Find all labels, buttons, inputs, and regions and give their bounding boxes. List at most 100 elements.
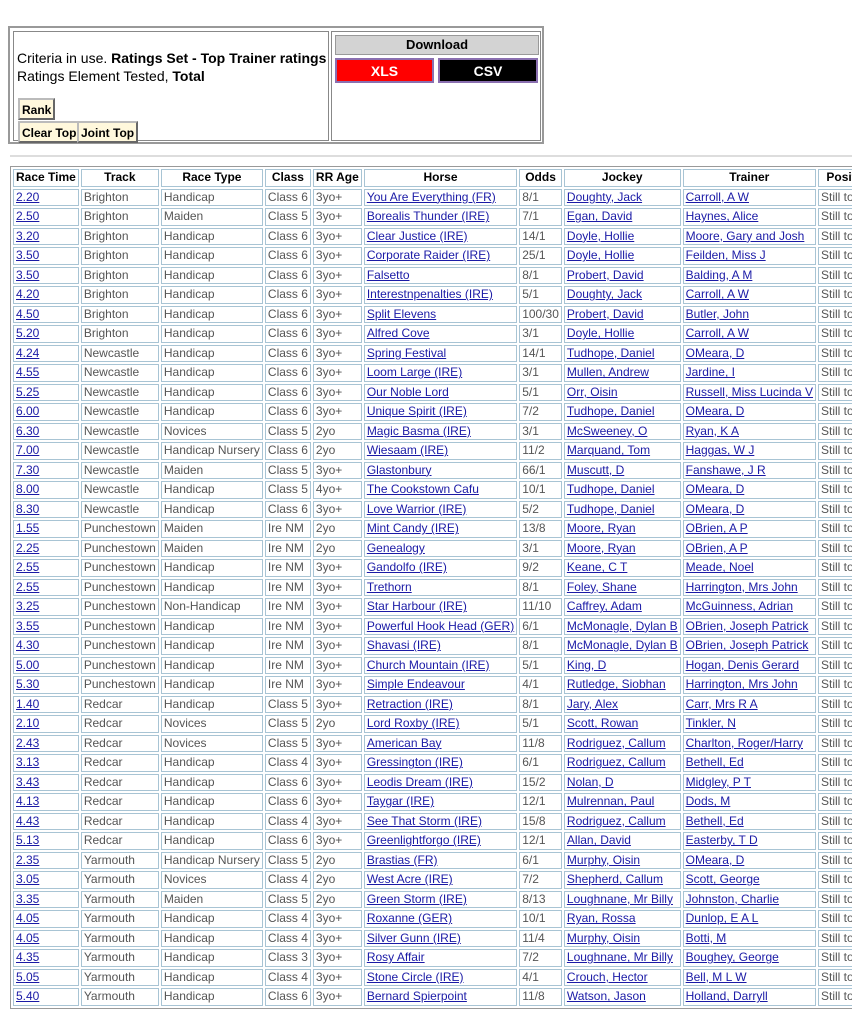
race-time-link[interactable]: 2.50 [16, 209, 40, 224]
horse-link[interactable]: Green Storm (IRE) [366, 891, 467, 906]
jockey-link[interactable]: Moore, Ryan [566, 540, 636, 555]
horse-link[interactable]: Rosy Affair [366, 950, 425, 965]
jockey-link[interactable]: Foley, Shane [566, 579, 637, 594]
trainer-link[interactable]: Charlton, Roger/Harry [685, 735, 803, 750]
horse-link[interactable]: See That Storm (IRE) [366, 813, 482, 828]
jockey-link[interactable]: Jary, Alex [566, 696, 619, 711]
horse-link[interactable]: You Are Everything (FR) [366, 189, 496, 204]
race-time-link[interactable]: 5.00 [16, 657, 40, 672]
horse-link[interactable]: American Bay [366, 735, 442, 750]
race-time-link[interactable]: 4.43 [16, 813, 40, 828]
rank-button[interactable]: Rank [18, 98, 56, 120]
jockey-link[interactable]: Egan, David [566, 209, 633, 224]
jockey-link[interactable]: Scott, Rowan [566, 716, 639, 731]
jockey-link[interactable]: Muscutt, D [566, 462, 625, 477]
horse-link[interactable]: Leodis Dream (IRE) [366, 774, 473, 789]
trainer-link[interactable]: Midgley, P T [685, 774, 751, 789]
race-time-link[interactable]: 3.35 [16, 891, 40, 906]
race-time-link[interactable]: 7.30 [16, 462, 40, 477]
trainer-link[interactable]: OMeara, D [685, 501, 745, 516]
jockey-link[interactable]: Mullen, Andrew [566, 365, 649, 380]
jockey-link[interactable]: Doyle, Hollie [566, 228, 635, 243]
trainer-link[interactable]: OBrien, A P [685, 540, 748, 555]
trainer-link[interactable]: Ryan, K A [685, 423, 739, 438]
jockey-link[interactable]: Probert, David [566, 267, 644, 282]
horse-link[interactable]: Wiesaam (IRE) [366, 443, 449, 458]
jockey-link[interactable]: Orr, Oisin [566, 384, 618, 399]
trainer-link[interactable]: Bell, M L W [685, 969, 747, 984]
race-time-link[interactable]: 5.05 [16, 969, 40, 984]
race-time-link[interactable]: 2.25 [16, 540, 40, 555]
horse-link[interactable]: Genealogy [366, 540, 425, 555]
race-time-link[interactable]: 3.20 [16, 228, 40, 243]
trainer-link[interactable]: Bethell, Ed [685, 755, 744, 770]
race-time-link[interactable]: 3.13 [16, 755, 40, 770]
horse-link[interactable]: Gressington (IRE) [366, 755, 463, 770]
horse-link[interactable]: Taygar (IRE) [366, 794, 435, 809]
trainer-link[interactable]: Boughey, George [685, 950, 779, 965]
jockey-link[interactable]: Marquand, Tom [566, 443, 651, 458]
trainer-link[interactable]: Holland, Darryll [685, 989, 768, 1004]
jockey-link[interactable]: Doughty, Jack [566, 287, 643, 302]
jockey-link[interactable]: Rodriguez, Callum [566, 813, 666, 828]
race-time-link[interactable]: 3.05 [16, 872, 40, 887]
jockey-link[interactable]: Crouch, Hector [566, 969, 648, 984]
jockey-link[interactable]: Murphy, Oisin [566, 852, 641, 867]
horse-link[interactable]: Mint Candy (IRE) [366, 521, 459, 536]
horse-link[interactable]: Brastias (FR) [366, 852, 438, 867]
clear-top-button[interactable]: Clear Top [18, 121, 81, 143]
trainer-link[interactable]: Bethell, Ed [685, 813, 744, 828]
horse-link[interactable]: Greenlightforgo (IRE) [366, 833, 481, 848]
trainer-link[interactable]: Dunlop, E A L [685, 911, 759, 926]
trainer-link[interactable]: Moore, Gary and Josh [685, 228, 805, 243]
horse-link[interactable]: The Cookstown Cafu [366, 482, 479, 497]
race-time-link[interactable]: 3.55 [16, 618, 40, 633]
horse-link[interactable]: West Acre (IRE) [366, 872, 453, 887]
trainer-link[interactable]: Jardine, I [685, 365, 735, 380]
horse-link[interactable]: Lord Roxby (IRE) [366, 716, 460, 731]
trainer-link[interactable]: Dods, M [685, 794, 731, 809]
horse-link[interactable]: Love Warrior (IRE) [366, 501, 467, 516]
race-time-link[interactable]: 1.40 [16, 696, 40, 711]
race-time-link[interactable]: 3.50 [16, 248, 40, 263]
race-time-link[interactable]: 2.55 [16, 560, 40, 575]
jockey-link[interactable]: Mulrennan, Paul [566, 794, 655, 809]
trainer-link[interactable]: Harrington, Mrs John [685, 677, 798, 692]
trainer-link[interactable]: Carroll, A W [685, 287, 749, 302]
race-time-link[interactable]: 3.25 [16, 599, 40, 614]
horse-link[interactable]: Alfred Cove [366, 326, 430, 341]
race-time-link[interactable]: 8.00 [16, 482, 40, 497]
jockey-link[interactable]: McSweeney, O [566, 423, 648, 438]
race-time-link[interactable]: 5.30 [16, 677, 40, 692]
jockey-link[interactable]: Tudhope, Daniel [566, 501, 655, 516]
jockey-link[interactable]: Keane, C T [566, 560, 628, 575]
horse-link[interactable]: Powerful Hook Head (GER) [366, 618, 515, 633]
race-time-link[interactable]: 4.50 [16, 306, 40, 321]
horse-link[interactable]: Falsetto [366, 267, 410, 282]
race-time-link[interactable]: 4.05 [16, 911, 40, 926]
joint-top-button[interactable]: Joint Top [77, 121, 139, 143]
race-time-link[interactable]: 5.25 [16, 384, 40, 399]
trainer-link[interactable]: Harrington, Mrs John [685, 579, 798, 594]
trainer-link[interactable]: OMeara, D [685, 482, 745, 497]
trainer-link[interactable]: OBrien, A P [685, 521, 748, 536]
horse-link[interactable]: Silver Gunn (IRE) [366, 930, 461, 945]
race-time-link[interactable]: 2.43 [16, 735, 40, 750]
horse-link[interactable]: Magic Basma (IRE) [366, 423, 471, 438]
race-time-link[interactable]: 8.30 [16, 501, 40, 516]
trainer-link[interactable]: Johnston, Charlie [685, 891, 780, 906]
horse-link[interactable]: Loom Large (IRE) [366, 365, 463, 380]
horse-link[interactable]: Stone Circle (IRE) [366, 969, 464, 984]
race-time-link[interactable]: 2.55 [16, 579, 40, 594]
race-time-link[interactable]: 4.05 [16, 930, 40, 945]
trainer-link[interactable]: Butler, John [685, 306, 749, 321]
race-time-link[interactable]: 4.20 [16, 287, 40, 302]
jockey-link[interactable]: McMonagle, Dylan B [566, 638, 678, 653]
trainer-link[interactable]: Tinkler, N [685, 716, 736, 731]
trainer-link[interactable]: Carr, Mrs R A [685, 696, 758, 711]
trainer-link[interactable]: Carroll, A W [685, 326, 749, 341]
horse-link[interactable]: Trethorn [366, 579, 412, 594]
trainer-link[interactable]: Balding, A M [685, 267, 753, 282]
trainer-link[interactable]: Haggas, W J [685, 443, 755, 458]
jockey-link[interactable]: Nolan, D [566, 774, 614, 789]
